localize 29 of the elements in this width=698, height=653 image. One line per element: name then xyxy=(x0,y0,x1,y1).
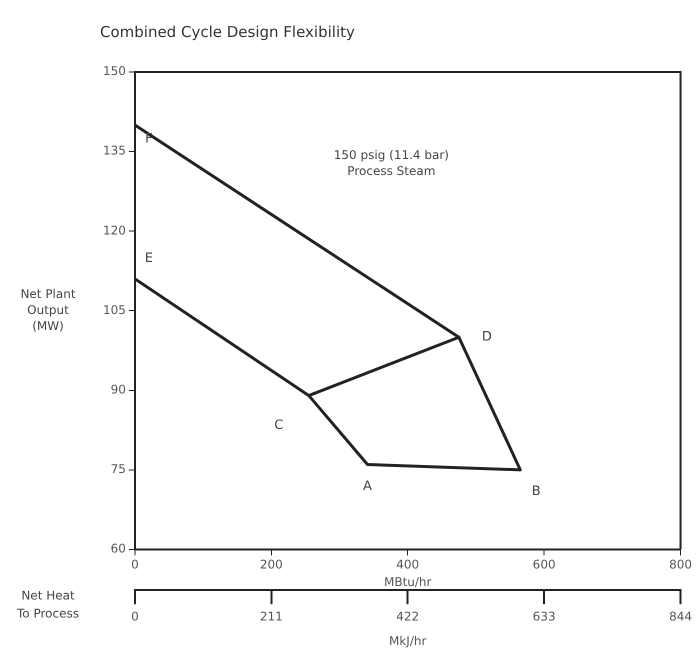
text: Net Heat To Process xyxy=(16,588,79,620)
x-tick-label: 800 xyxy=(669,558,692,572)
x2-axis-title: MkJ/hr xyxy=(389,634,426,648)
annotation: B xyxy=(532,484,541,500)
x2-tick-label: 211 xyxy=(260,610,283,624)
x2-tick-label: 844 xyxy=(669,610,692,624)
y-tick-label: 60 xyxy=(110,542,126,556)
x2-tick-label: 633 xyxy=(532,610,556,624)
x-axis-title: MBtu/hr xyxy=(384,575,432,590)
y-tick-label: 75 xyxy=(110,462,126,476)
x2-tick-label: 0 xyxy=(131,610,139,624)
y-tick-label: 135 xyxy=(103,144,126,158)
y-tick-label: 120 xyxy=(103,223,126,238)
x-tick-label: 600 xyxy=(532,558,556,572)
chart-title: Combined Cycle Design Flexibility xyxy=(100,22,356,41)
annotation: A xyxy=(363,478,372,494)
annotation: 150 psig (11.4 bar) Process Steam xyxy=(334,148,449,178)
x-tick-label: 200 xyxy=(260,558,283,572)
y-tick-label: 105 xyxy=(103,302,126,317)
x2-tick-label: 422 xyxy=(396,610,420,624)
annotation: E xyxy=(144,251,154,266)
annotation: D xyxy=(482,330,492,345)
y-tick-label: 90 xyxy=(110,382,126,396)
x-tick-label: 400 xyxy=(396,558,420,572)
annotation: C xyxy=(274,418,284,433)
y-axis-title: Net Plant Output (MW) xyxy=(20,286,76,333)
x-tick-label: 0 xyxy=(131,558,139,572)
annotation: F xyxy=(145,131,153,146)
y-tick-label: 150 xyxy=(103,64,126,78)
